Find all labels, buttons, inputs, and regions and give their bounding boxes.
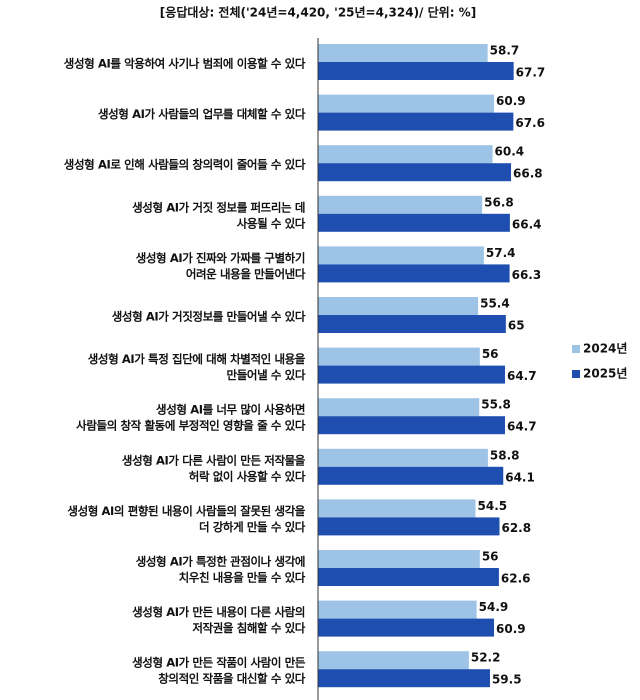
category-label: 생성형 AI가 거짓정보를 만들어낼 수 있다: [112, 310, 306, 324]
bar: [318, 550, 480, 568]
legend-swatch: [572, 370, 580, 378]
bar: [318, 669, 490, 688]
value-label: 59.5: [492, 673, 522, 687]
bar: [318, 448, 488, 467]
bar: [318, 416, 505, 435]
value-label: 58.8: [490, 448, 520, 462]
category-label: 사용될 수 있다: [237, 216, 306, 230]
value-label: 54.5: [478, 499, 508, 513]
value-label: 62.6: [501, 572, 531, 586]
bar: [318, 398, 480, 417]
value-label: 64.7: [507, 420, 537, 434]
value-label: 66.4: [512, 217, 542, 231]
category-label: 저작권을 침해할 수 있다: [192, 621, 305, 635]
value-label: 67.7: [516, 66, 546, 80]
value-label: 56: [482, 550, 499, 564]
legend-swatch: [572, 345, 580, 353]
bar: [318, 145, 493, 164]
bar: [318, 213, 510, 232]
value-label: 56: [482, 347, 499, 361]
bar: [318, 517, 500, 536]
bar: [318, 347, 480, 366]
value-label: 58.7: [490, 44, 520, 58]
category-label: 생성형 AI가 특정 집단에 대해 차별적인 내용을: [88, 352, 306, 366]
legend-label: 2025년: [583, 367, 627, 381]
bar: [318, 297, 479, 315]
category-label: 창의적인 작품을 대신할 수 있다: [158, 672, 306, 686]
legend-label: 2024년: [583, 342, 627, 356]
bar: [318, 499, 476, 518]
value-label: 54.9: [479, 600, 509, 614]
value-label: 67.6: [515, 116, 545, 130]
bar: [318, 651, 469, 670]
category-label: 생성형 AI가 만든 작품이 사람이 만든: [132, 656, 306, 670]
category-label: 만들어낼 수 있다: [227, 368, 306, 382]
value-label: 66.3: [512, 268, 542, 282]
category-label: 생성형 AI를 악용하여 사기나 범죄에 이용할 수 있다: [64, 57, 306, 71]
value-label: 56.8: [484, 195, 514, 209]
category-label: 생성형 AI의 편향된 내용이 사람들의 잘못된 생각을: [67, 504, 305, 518]
category-label: 생성형 AI가 다른 사람이 만든 저작물을: [122, 453, 306, 467]
category-label: 생성형 AI로 인해 사람들의 창의력이 줄어들 수 있다: [64, 158, 306, 172]
value-label: 57.4: [486, 246, 516, 260]
bar: [318, 163, 512, 182]
bar: [318, 618, 495, 637]
bar: [318, 112, 514, 131]
category-label: 더 강하게 만들 수 있다: [199, 520, 306, 534]
category-label: 생성형 AI가 사람들의 업무를 대체할 수 있다: [98, 107, 306, 121]
bar: [318, 62, 514, 80]
value-label: 52.2: [471, 651, 501, 665]
bar: [318, 94, 495, 113]
value-label: 65: [508, 319, 525, 333]
bar: [318, 568, 499, 586]
value-label: 55.8: [481, 398, 511, 412]
bar: [318, 264, 510, 283]
category-label: 생성형 AI가 특정한 관점이나 생각에: [136, 555, 305, 569]
category-label: 생성형 AI가 만든 내용이 다른 사람의: [132, 605, 305, 619]
category-label: 생성형 AI가 진짜와 가짜를 구별하기: [136, 251, 305, 265]
chart-subtitle: [응답대상: 전체('24년=4,420, '25년=4,324)/ 단위: %…: [160, 5, 476, 20]
value-label: 64.1: [505, 470, 535, 484]
value-label: 55.4: [480, 297, 510, 311]
bar: [318, 600, 477, 619]
category-label: 허락 없이 사용할 수 있다: [189, 469, 306, 483]
bar: [318, 315, 506, 333]
value-label: 66.8: [513, 167, 543, 181]
value-label: 60.9: [496, 622, 526, 636]
category-label: 사람들의 창작 활동에 부정적인 영향을 줄 수 있다: [76, 419, 306, 433]
category-label: 생성형 AI가 거짓 정보를 퍼뜨리는 데: [132, 200, 305, 214]
bar: [318, 246, 484, 265]
category-label: 생성형 AI를 너무 많이 사용하면: [156, 403, 305, 417]
bar: [318, 44, 488, 62]
category-label: 어려운 내용을 만들어낸다: [186, 267, 306, 281]
bar: [318, 365, 505, 384]
category-label: 치우친 내용을 만들 수 있다: [179, 571, 306, 585]
value-label: 60.9: [496, 94, 526, 108]
value-label: 60.4: [495, 145, 525, 159]
bar: [318, 466, 504, 485]
value-label: 64.7: [507, 369, 537, 383]
value-label: 62.8: [501, 521, 531, 535]
bar: [318, 195, 483, 214]
